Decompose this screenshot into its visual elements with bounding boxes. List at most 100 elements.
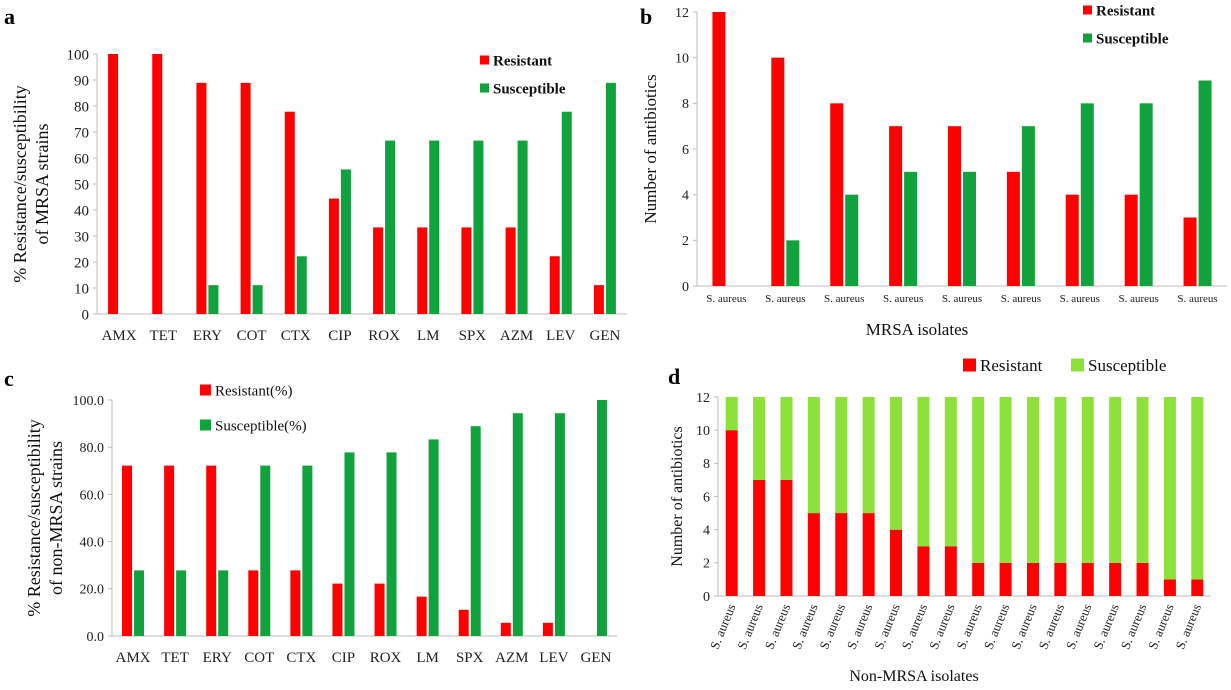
x-axis-title: MRSA isolates — [866, 320, 969, 339]
bar-susceptible — [302, 465, 313, 636]
y-tick-label: 70 — [74, 125, 89, 141]
bar-susceptible — [944, 397, 957, 547]
y-tick-label: 2 — [682, 234, 689, 249]
y-tick-label: 4 — [682, 189, 689, 204]
bar-susceptible — [1191, 397, 1204, 580]
y-tick-label: 10 — [675, 52, 689, 67]
bar-susceptible — [429, 140, 440, 314]
y-tick-label: 100.0 — [73, 394, 105, 409]
bar-susceptible — [344, 452, 355, 636]
bar-resistant — [807, 513, 820, 596]
bar-susceptible — [554, 413, 565, 636]
legend-swatch — [963, 358, 976, 372]
bar-resistant — [328, 198, 339, 314]
x-tick-label: SPX — [456, 650, 484, 666]
chart-panel-a: 0 10 20 30 40 50 60 70 80 90 100 AMX TET ERY COT CTX CIP… — [10, 47, 627, 344]
y-tick-label: 10 — [74, 281, 89, 297]
bar-susceptible — [835, 397, 848, 514]
x-tick-label: LEV — [539, 650, 568, 666]
legend-swatch — [480, 83, 489, 93]
x-tick-label: S. aureus — [942, 293, 982, 305]
x-tick-label: SPX — [459, 328, 487, 344]
y-tick-label: 6 — [682, 143, 689, 158]
bar-susceptible — [1054, 397, 1067, 563]
bar-resistant — [549, 256, 560, 314]
bar-susceptible — [1080, 103, 1094, 286]
bar-resistant — [835, 513, 848, 596]
bar-susceptible — [972, 397, 985, 563]
bar-susceptible — [1163, 397, 1176, 580]
x-tick-label: S. aureus — [1177, 293, 1217, 305]
bar-susceptible — [1139, 103, 1153, 286]
bar-resistant — [944, 546, 957, 596]
x-tick-label: AZM — [500, 328, 533, 344]
y-tick-label: 20.0 — [80, 583, 105, 598]
bar-susceptible — [1026, 397, 1039, 563]
x-tick-label: ROX — [368, 328, 400, 344]
legend-swatch — [200, 419, 211, 431]
x-tick-label: LM — [417, 328, 440, 344]
y-tick-label: 6 — [703, 490, 710, 505]
bar-resistant — [373, 227, 384, 314]
bar-susceptible — [208, 285, 219, 314]
legend-swatch — [200, 384, 211, 396]
bar-resistant — [753, 479, 766, 596]
bar-susceptible — [473, 140, 484, 314]
bar-resistant — [593, 285, 604, 314]
x-tick-label: S. aureus — [824, 293, 864, 305]
y-tick-label: 30 — [74, 229, 89, 245]
y-axis-title: Number of antibiotics — [641, 74, 660, 223]
legend-swatch — [1083, 33, 1092, 43]
x-tick-label: LM — [416, 650, 439, 666]
bar-susceptible — [1136, 397, 1149, 563]
legend-label: Susceptible(%) — [215, 418, 307, 434]
legend-label: Resistant — [980, 356, 1043, 375]
bar-susceptible — [890, 397, 903, 530]
y-tick-label: 40 — [74, 203, 89, 219]
bar-resistant — [1183, 217, 1197, 286]
bar-resistant — [458, 609, 469, 636]
bar-resistant — [890, 529, 903, 596]
x-tick-label: ERY — [193, 328, 222, 344]
chart-panel-b: 0 2 4 6 8 10 12 S. aureus S. aureus S. aureus S. a… — [641, 3, 1227, 339]
y-tick-label: 12 — [696, 391, 710, 406]
bar-susceptible — [780, 397, 793, 480]
bar-resistant — [164, 465, 175, 636]
y-tick-label: 0 — [703, 590, 710, 605]
bar-susceptible — [252, 285, 263, 314]
bar-susceptible — [1198, 80, 1212, 286]
bar-susceptible — [596, 400, 607, 636]
bar-resistant — [1109, 562, 1122, 596]
bar-resistant — [332, 583, 343, 636]
panel-letter-b: b — [640, 4, 652, 29]
bar-resistant — [972, 562, 985, 596]
legend-label: Resistant(%) — [215, 383, 292, 399]
bar-susceptible — [845, 194, 859, 286]
bar-resistant — [948, 126, 961, 287]
bar-susceptible — [725, 397, 738, 431]
y-axis-title: % Resistance/susceptibility — [10, 85, 30, 282]
bar-resistant — [862, 513, 875, 596]
x-tick-label: TET — [161, 650, 189, 666]
bar-susceptible — [512, 413, 523, 636]
bar-resistant — [206, 465, 217, 636]
bar-resistant — [917, 546, 930, 596]
panel-letter-c: c — [4, 366, 14, 391]
bar-resistant — [1163, 579, 1176, 596]
bar-resistant — [122, 465, 133, 636]
x-tick-label: S. aureus — [1060, 293, 1100, 305]
y-tick-label: 0 — [82, 307, 90, 323]
bar-susceptible — [561, 111, 572, 314]
y-axis-title: % Resistance/susceptibility — [24, 419, 44, 616]
bar-susceptible — [340, 169, 351, 314]
legend-label: Resistant — [493, 53, 552, 69]
bar-susceptible — [753, 397, 766, 480]
bar-resistant — [505, 227, 516, 314]
bar-resistant — [1026, 562, 1039, 596]
bar-resistant — [500, 622, 511, 636]
x-tick-label: LEV — [546, 328, 575, 344]
y-tick-label: 2 — [703, 557, 710, 572]
x-axis-title: Non-MRSA isolates — [849, 668, 978, 685]
chart-panel-c: 0.0 20.0 40.0 60.0 80.0 100.0 AMX TET ERY COT CTX C… — [24, 383, 617, 666]
bar-susceptible — [917, 397, 930, 547]
